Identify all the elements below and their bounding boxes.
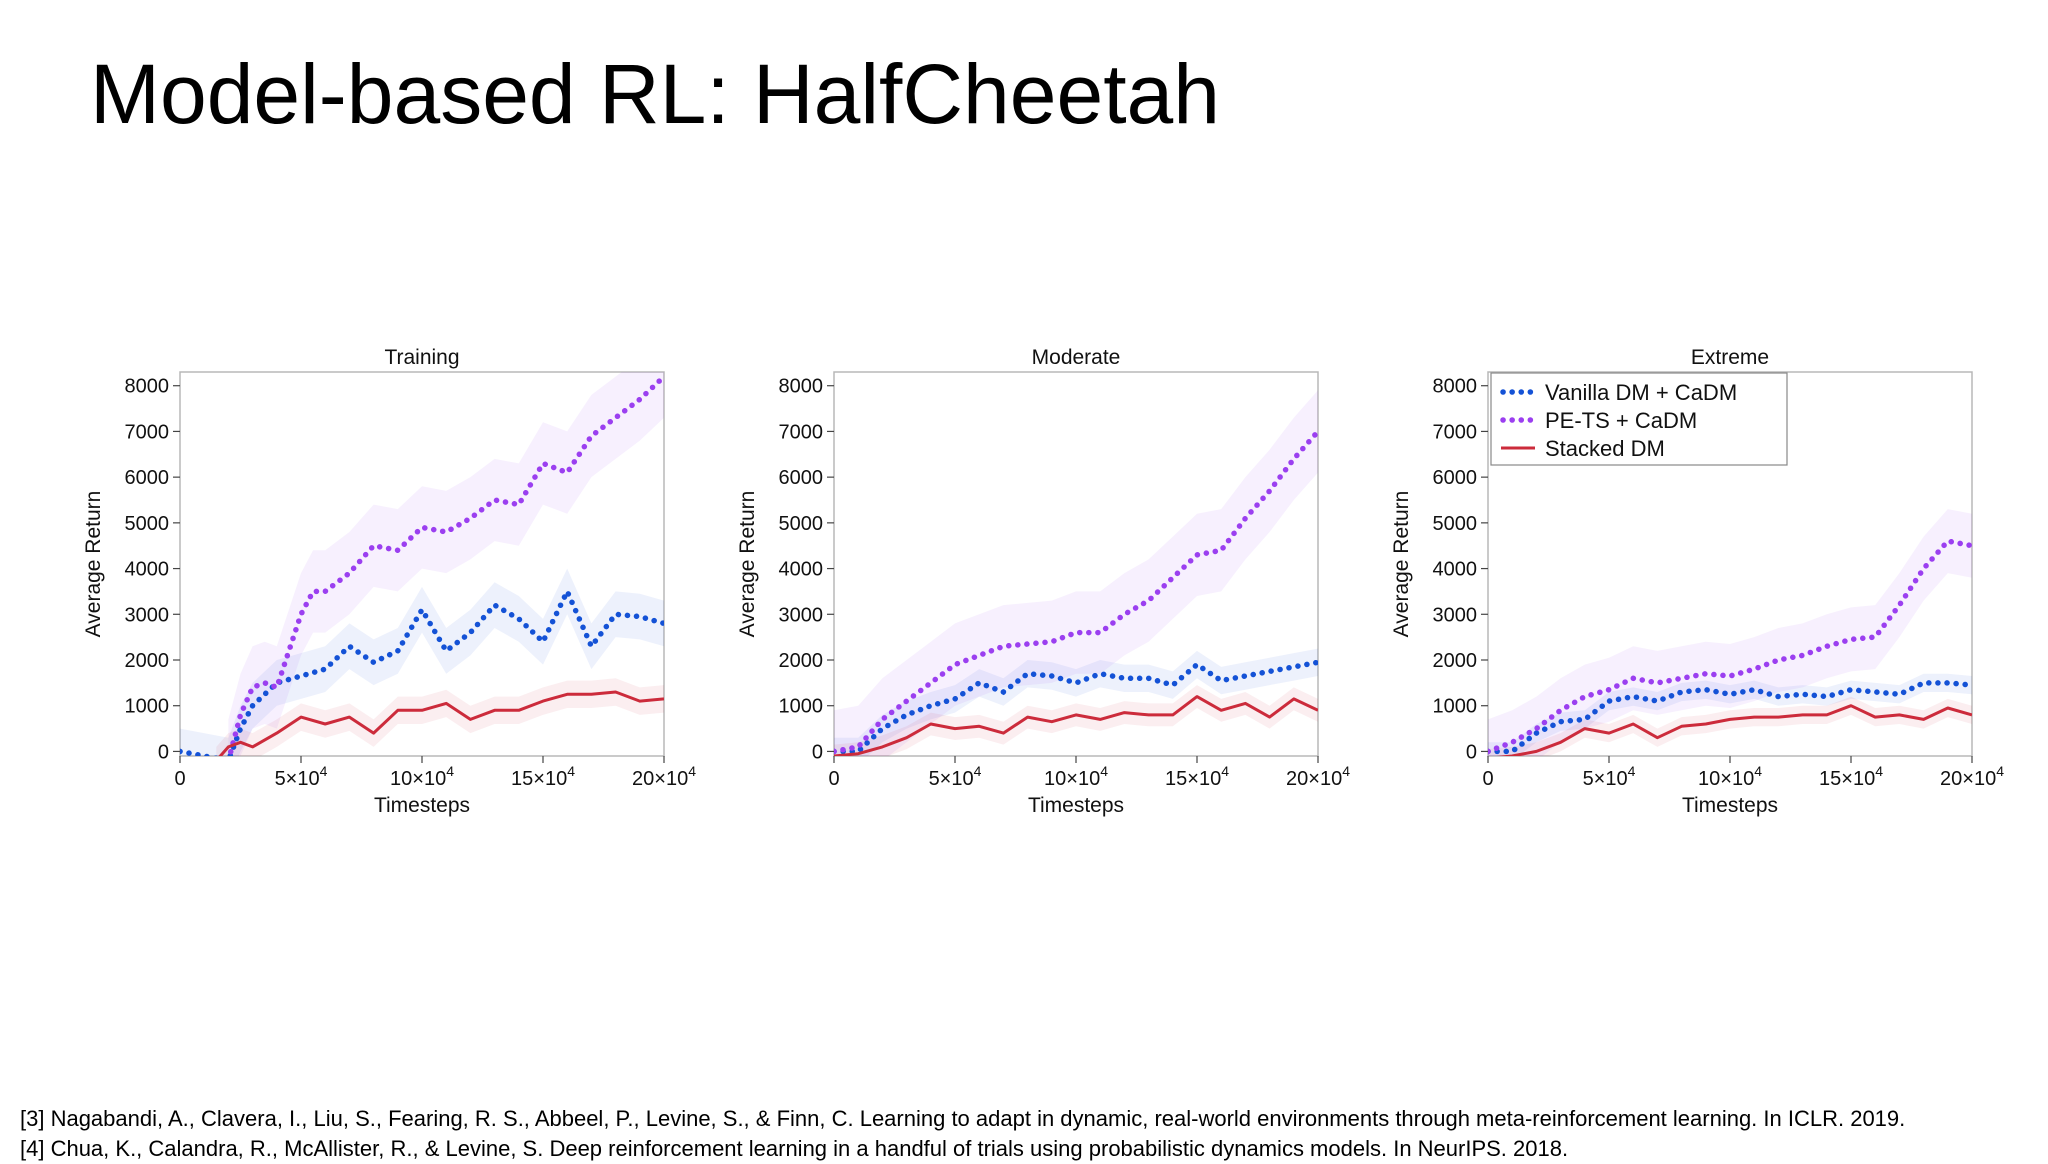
band-vanilla [1488,673,1972,756]
y-tick-label: 8000 [1433,376,1478,398]
plot-area [834,390,1318,756]
y-tick-label: 2000 [125,650,170,672]
reference-3: [3] Nagabandi, A., Clavera, I., Liu, S.,… [20,1106,1906,1131]
x-tick-label: 10×104 [1044,763,1108,790]
legend-label-pets: PE-TS + CaDM [1545,408,1697,433]
chart-title: Extreme [1691,346,1769,369]
y-tick-label: 7000 [1433,421,1478,443]
x-tick-label: 5×104 [929,763,982,790]
y-tick-label: 6000 [1433,467,1478,489]
y-tick-label: 0 [812,741,823,763]
y-tick-label: 2000 [779,650,824,672]
x-axis-label: Timesteps [1682,794,1778,817]
series-line-stacked [218,690,664,756]
legend-label-vanilla: Vanilla DM + CaDM [1545,380,1737,405]
x-tick-label: 0 [828,768,839,790]
series-line-pets [1488,538,1972,755]
series-line-vanilla [834,659,1318,755]
series-line-stacked [834,695,1318,756]
reference-4: [4] Chua, K., Calandra, R., McAllister, … [20,1136,1569,1161]
x-tick-label: 20×104 [632,763,696,790]
plot-frame [179,371,665,757]
x-tick-label: 0 [174,768,185,790]
y-tick-label: 6000 [779,467,824,489]
x-tick-label: 15×104 [1165,763,1229,790]
x-axis-label: Timesteps [374,794,470,817]
band-vanilla [834,648,1318,756]
chart-panel-extreme: Extreme 0 1000 2000 3000 4000 5000 6000 7000 8000… [1390,346,2004,817]
y-tick-label: 4000 [125,559,170,581]
band-stacked [834,685,1318,756]
legend-label-stacked: Stacked DM [1545,436,1665,461]
chart-title: Moderate [1032,346,1121,369]
series-line-vanilla [180,584,664,756]
x-axis-label: Timesteps [1028,794,1124,817]
y-axis-label: Average Return [1390,491,1413,638]
y-tick-label: 0 [1466,741,1477,763]
y-tick-label: 8000 [779,376,824,398]
x-tick-label: 10×104 [1698,763,1762,790]
y-axis-label: Average Return [82,491,105,638]
x-tick-label: 15×104 [511,763,575,790]
chart-panel-training: Training 0 1000 2000 3000 4000 5000 6000 7000 800… [82,346,696,817]
y-tick-label: 0 [158,741,169,763]
series-line-pets [834,428,1318,755]
y-tick-label: 5000 [779,513,824,535]
series-line-vanilla [1488,680,1972,755]
chart-title: Training [384,346,459,369]
slide-title: Model-based RL: HalfCheetah [90,47,1220,141]
x-tick-label: 5×104 [275,763,328,790]
y-tick-label: 7000 [779,421,824,443]
y-tick-label: 4000 [779,559,824,581]
x-tick-label: 20×104 [1940,763,2004,790]
series-line-stacked [1496,704,1972,756]
y-axis-label: Average Return [736,491,759,638]
y-tick-label: 6000 [125,467,170,489]
band-pets [1488,509,1972,756]
y-tick-label: 3000 [779,604,824,626]
series-line-pets [226,373,664,756]
y-tick-label: 8000 [125,376,170,398]
references: [3] Nagabandi, A., Clavera, I., Liu, S.,… [20,1104,1905,1164]
y-tick-label: 3000 [125,604,170,626]
y-tick-label: 5000 [125,513,170,535]
x-tick-label: 20×104 [1286,763,1350,790]
y-tick-label: 5000 [1433,513,1478,535]
y-tick-label: 2000 [1433,650,1478,672]
x-tick-label: 15×104 [1819,763,1883,790]
y-tick-label: 3000 [1433,604,1478,626]
plot-area [1488,509,1972,756]
y-tick-label: 4000 [1433,559,1478,581]
plot-area [180,372,664,756]
legend-box [1490,372,1788,466]
y-tick-label: 7000 [125,421,170,443]
y-tick-label: 1000 [779,696,824,718]
band-stacked [1488,696,1972,756]
x-tick-label: 5×104 [1583,763,1636,790]
x-tick-label: 0 [1482,768,1493,790]
band-vanilla [180,568,664,756]
x-tick-label: 10×104 [390,763,454,790]
y-tick-label: 1000 [125,696,170,718]
y-tick-label: 1000 [1433,696,1478,718]
chart-panel-moderate: Moderate 0 1000 2000 3000 4000 5000 6000 7000 800… [736,346,1350,817]
plot-frame [833,371,1319,757]
legend: Vanilla DM + CaDM PE-TS + CaDM Stacked DM [1490,372,1788,466]
